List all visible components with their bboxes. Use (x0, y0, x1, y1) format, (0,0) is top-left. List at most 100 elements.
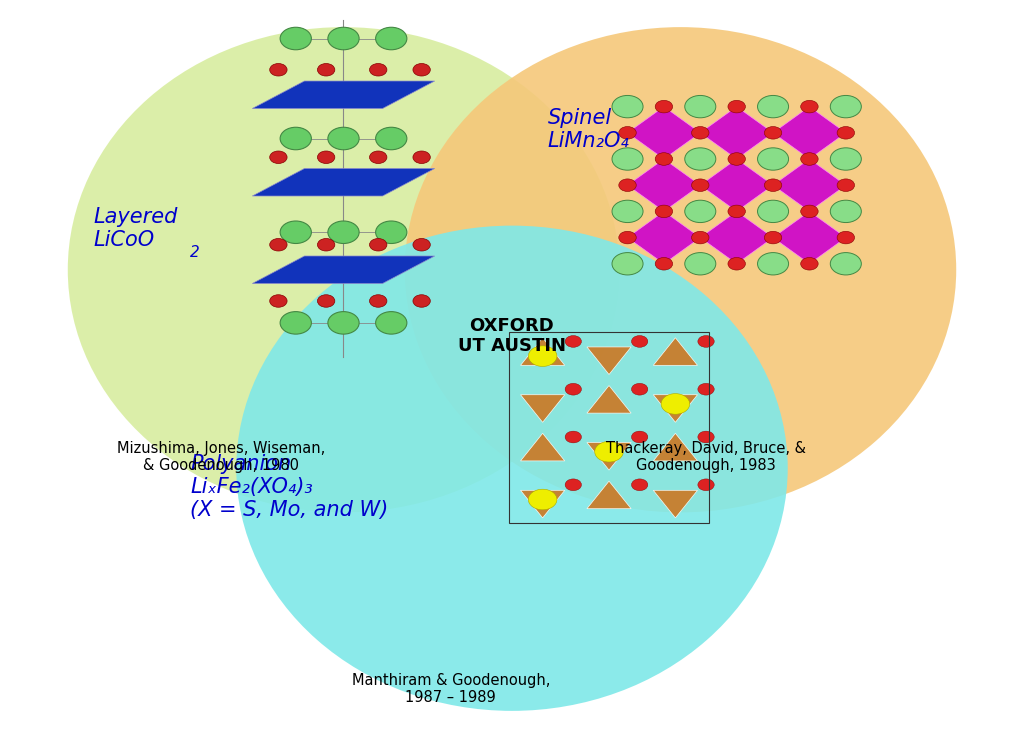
Circle shape (830, 95, 861, 118)
Circle shape (632, 383, 648, 395)
Circle shape (728, 100, 745, 113)
Circle shape (269, 63, 287, 76)
Circle shape (413, 294, 430, 307)
Circle shape (655, 100, 673, 113)
Circle shape (698, 479, 714, 491)
Circle shape (655, 258, 673, 270)
Circle shape (698, 431, 714, 443)
Circle shape (281, 311, 311, 334)
Circle shape (328, 27, 359, 49)
Ellipse shape (237, 226, 787, 711)
Circle shape (764, 179, 781, 191)
Circle shape (655, 205, 673, 218)
Circle shape (655, 153, 673, 165)
Polygon shape (628, 211, 700, 263)
Circle shape (698, 383, 714, 395)
Text: Layered
LiCoO: Layered LiCoO (93, 207, 178, 250)
Circle shape (376, 127, 407, 150)
Polygon shape (653, 433, 697, 461)
Circle shape (370, 151, 387, 164)
Circle shape (758, 252, 788, 275)
Polygon shape (587, 443, 631, 470)
Text: Manthiram & Goodenough,
1987 – 1989: Manthiram & Goodenough, 1987 – 1989 (351, 672, 550, 705)
Circle shape (801, 258, 818, 270)
Circle shape (317, 151, 335, 164)
Text: Polyanion
LiₓFe₂(XO₄)₃
(X = S, Mo, and W): Polyanion LiₓFe₂(XO₄)₃ (X = S, Mo, and W… (190, 454, 388, 520)
Circle shape (830, 200, 861, 223)
Circle shape (413, 238, 430, 251)
Text: Thackeray, David, Bruce, &
Goodenough, 1983: Thackeray, David, Bruce, & Goodenough, 1… (606, 441, 806, 473)
Polygon shape (773, 211, 846, 263)
Circle shape (618, 126, 636, 139)
Circle shape (758, 148, 788, 170)
Circle shape (662, 393, 690, 414)
Polygon shape (587, 481, 631, 508)
Polygon shape (520, 433, 565, 461)
Circle shape (632, 431, 648, 443)
Circle shape (413, 63, 430, 76)
Polygon shape (252, 81, 434, 108)
Circle shape (612, 252, 643, 275)
Circle shape (328, 311, 359, 334)
Polygon shape (252, 256, 434, 283)
Circle shape (691, 179, 709, 191)
Polygon shape (700, 159, 773, 211)
Circle shape (565, 479, 582, 491)
Circle shape (317, 294, 335, 307)
Polygon shape (773, 159, 846, 211)
Circle shape (528, 489, 557, 510)
Circle shape (698, 336, 714, 348)
Polygon shape (520, 490, 565, 518)
Circle shape (728, 205, 745, 218)
Circle shape (595, 441, 624, 462)
Circle shape (328, 127, 359, 150)
Circle shape (632, 479, 648, 491)
Circle shape (565, 336, 582, 348)
Circle shape (528, 346, 557, 367)
Circle shape (269, 294, 287, 307)
Text: Spinel
LiMn₂O₄: Spinel LiMn₂O₄ (548, 108, 630, 151)
Circle shape (376, 311, 407, 334)
Circle shape (801, 153, 818, 165)
Circle shape (764, 231, 781, 244)
Circle shape (612, 148, 643, 170)
Circle shape (837, 231, 855, 244)
Circle shape (801, 205, 818, 218)
Polygon shape (587, 385, 631, 413)
Polygon shape (252, 168, 434, 196)
Circle shape (370, 294, 387, 307)
Circle shape (281, 221, 311, 244)
Circle shape (837, 126, 855, 139)
Ellipse shape (68, 27, 620, 512)
Polygon shape (520, 395, 565, 422)
Circle shape (685, 95, 716, 118)
Text: 2: 2 (190, 246, 200, 261)
Circle shape (612, 95, 643, 118)
Circle shape (370, 63, 387, 76)
Circle shape (413, 151, 430, 164)
Circle shape (269, 151, 287, 164)
Circle shape (685, 200, 716, 223)
Polygon shape (700, 106, 773, 159)
Circle shape (281, 27, 311, 49)
Circle shape (758, 200, 788, 223)
Text: Mizushima, Jones, Wiseman,
& Goodenough, 1980: Mizushima, Jones, Wiseman, & Goodenough,… (117, 441, 325, 473)
Text: OXFORD
UT AUSTIN: OXFORD UT AUSTIN (458, 317, 566, 355)
Circle shape (764, 126, 781, 139)
Circle shape (281, 127, 311, 150)
Polygon shape (520, 338, 565, 365)
Circle shape (370, 238, 387, 251)
Circle shape (317, 63, 335, 76)
Polygon shape (587, 347, 631, 374)
Polygon shape (773, 106, 846, 159)
Circle shape (565, 431, 582, 443)
Circle shape (612, 200, 643, 223)
Circle shape (758, 95, 788, 118)
Circle shape (618, 179, 636, 191)
Circle shape (269, 238, 287, 251)
Polygon shape (700, 211, 773, 263)
Circle shape (728, 153, 745, 165)
Circle shape (317, 238, 335, 251)
Circle shape (691, 231, 709, 244)
Circle shape (618, 231, 636, 244)
